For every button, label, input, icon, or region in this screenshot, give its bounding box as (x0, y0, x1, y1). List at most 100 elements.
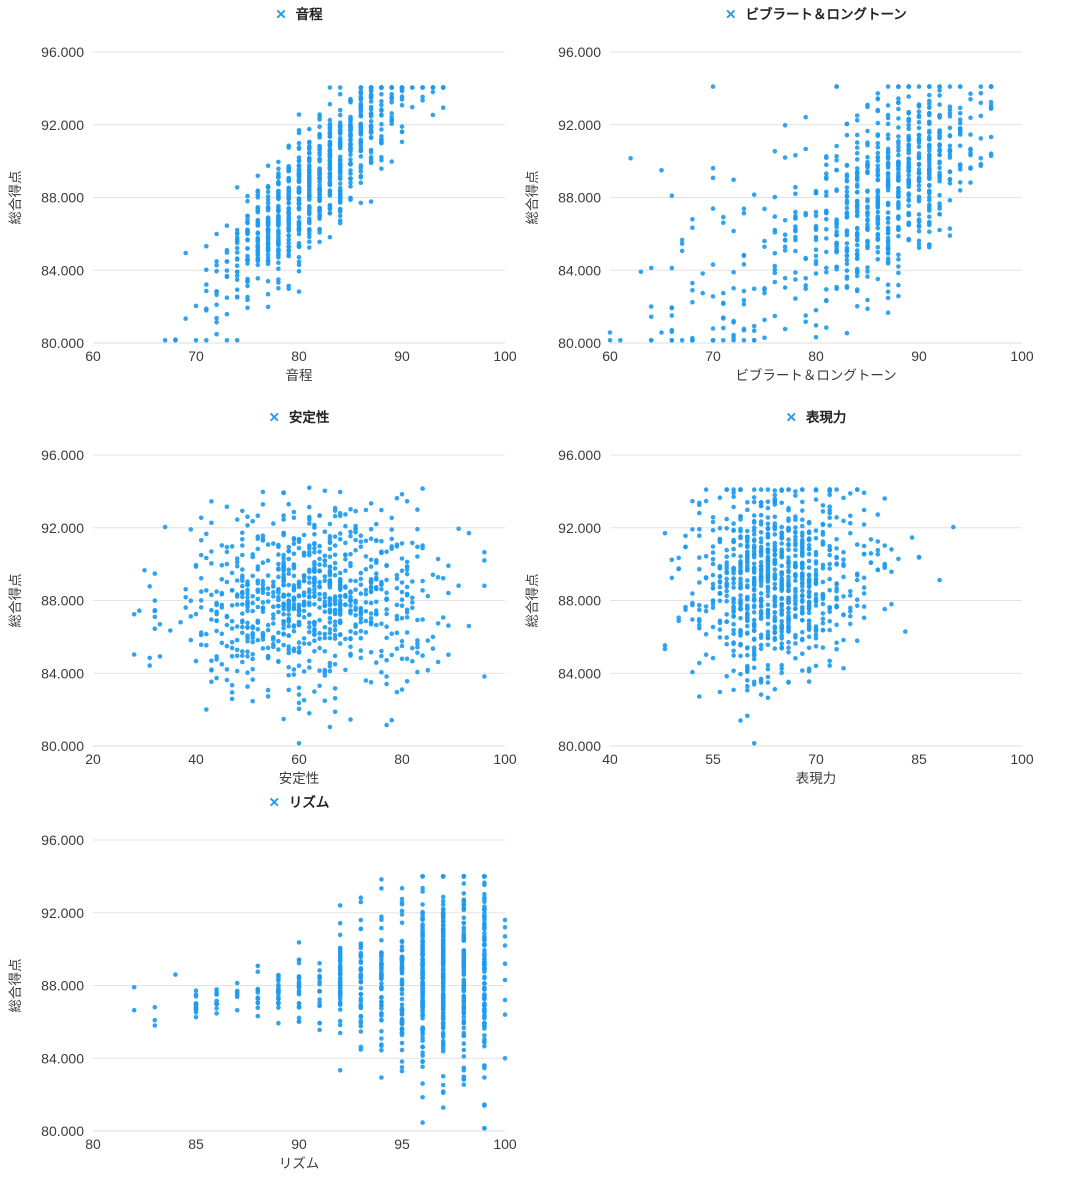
y-tick-label: 96.000 (41, 44, 84, 60)
y-axis-labels: 80.000 84.000 88.000 92.000 96.000 (41, 832, 84, 1139)
y-tick-label: 80.000 (558, 738, 601, 754)
x-tick-label: 85 (188, 1136, 204, 1152)
legend-x-marker-icon: ✕ (269, 410, 280, 425)
y-tick-label: 92.000 (41, 905, 84, 921)
y-tick-label: 96.000 (558, 44, 601, 60)
y-axis-title: 総合得点 (7, 574, 23, 628)
x-tick-label: 55 (705, 751, 721, 767)
y-tick-label: 84.000 (558, 262, 601, 278)
x-axis-labels: 60 70 80 90 100 (602, 348, 1034, 364)
x-tick-label: 70 (808, 751, 824, 767)
y-tick-label: 80.000 (558, 335, 601, 351)
scatter-plot-svg: 80.000 84.000 88.000 92.000 96.000 20 40 60 80 10… (7, 409, 517, 786)
x-tick-label: 80 (808, 348, 824, 364)
x-tick-label: 100 (1010, 348, 1034, 364)
x-tick-label: 95 (394, 1136, 410, 1152)
y-axis-title: 総合得点 (524, 171, 540, 225)
x-tick-label: 40 (188, 751, 204, 767)
chart-stability: 80.000 84.000 88.000 92.000 96.000 20 40 60 80 10… (0, 403, 540, 799)
y-tick-label: 84.000 (41, 262, 84, 278)
y-axis-labels: 80.000 84.000 88.000 92.000 96.000 (41, 447, 84, 754)
scatter-plot-svg: 80.000 84.000 88.000 92.000 96.000 40 55 70 85 10… (524, 409, 1034, 786)
x-axis-title: 音程 (286, 367, 313, 383)
x-tick-label: 90 (291, 1136, 307, 1152)
y-tick-label: 88.000 (41, 593, 84, 609)
x-tick-label: 60 (85, 348, 101, 364)
x-tick-label: 100 (493, 1136, 517, 1152)
legend-label: 安定性 (289, 409, 330, 425)
legend: ✕ 安定性 (269, 409, 330, 425)
x-axis-title: 表現力 (796, 771, 837, 786)
x-axis-title: リズム (279, 1156, 320, 1171)
chart-rhythm: 80.000 84.000 88.000 92.000 96.000 80 85 90 95 10… (0, 788, 540, 1181)
y-tick-label: 92.000 (558, 117, 601, 133)
y-tick-label: 84.000 (41, 665, 84, 681)
x-tick-label: 40 (602, 751, 618, 767)
legend-x-marker-icon: ✕ (269, 795, 280, 810)
y-axis-title: 総合得点 (7, 959, 23, 1013)
x-tick-label: 80 (394, 751, 410, 767)
x-tick-label: 85 (911, 751, 927, 767)
legend-label: ビブラート＆ロングトーン (745, 6, 906, 22)
gridlines (93, 454, 505, 747)
legend: ✕ 音程 (275, 6, 323, 22)
scatter-points (662, 487, 956, 746)
y-tick-label: 92.000 (558, 520, 601, 536)
scatter-plot-svg: 80.000 84.000 88.000 92.000 96.000 60 70 80 90 10… (7, 6, 517, 383)
y-tick-label: 88.000 (558, 593, 601, 609)
scatter-points (131, 485, 487, 746)
x-axis-title: 安定性 (279, 771, 320, 786)
legend-label: 音程 (296, 6, 323, 22)
x-tick-label: 90 (394, 348, 410, 364)
x-axis-labels: 60 70 80 90 100 (85, 348, 517, 364)
scatter-points (607, 84, 994, 343)
x-tick-label: 80 (291, 348, 307, 364)
y-tick-label: 80.000 (41, 1123, 84, 1139)
x-tick-label: 70 (705, 348, 721, 364)
x-axis-labels: 40 55 70 85 100 (602, 751, 1034, 767)
y-tick-label: 96.000 (41, 447, 84, 463)
y-axis-labels: 80.000 84.000 88.000 92.000 96.000 (558, 44, 601, 351)
y-tick-label: 88.000 (41, 978, 84, 994)
y-tick-label: 96.000 (41, 832, 84, 848)
x-tick-label: 90 (911, 348, 927, 364)
y-tick-label: 92.000 (41, 117, 84, 133)
y-tick-label: 88.000 (558, 190, 601, 206)
x-tick-label: 100 (493, 751, 517, 767)
scatter-plot-svg: 80.000 84.000 88.000 92.000 96.000 80 85 90 95 10… (7, 794, 517, 1171)
x-axis-labels: 20 40 60 80 100 (85, 751, 517, 767)
y-axis-title: 総合得点 (524, 574, 540, 628)
y-tick-label: 84.000 (558, 665, 601, 681)
scatter-points (131, 874, 508, 1131)
legend-x-marker-icon: ✕ (786, 410, 797, 425)
chart-vibrato-longtone: 80.000 84.000 88.000 92.000 96.000 60 70 80 90 10… (517, 0, 1057, 396)
gridlines (610, 51, 1022, 344)
y-axis-labels: 80.000 84.000 88.000 92.000 96.000 (41, 44, 84, 351)
x-tick-label: 20 (85, 751, 101, 767)
y-tick-label: 92.000 (41, 520, 84, 536)
legend-label: 表現力 (806, 409, 847, 425)
legend: ✕ リズム (269, 794, 330, 810)
scatter-plot-svg: 80.000 84.000 88.000 92.000 96.000 60 70 80 90 10… (524, 6, 1034, 383)
legend-label: リズム (289, 794, 330, 810)
legend: ✕ 表現力 (786, 409, 847, 425)
x-tick-label: 60 (602, 348, 618, 364)
legend-x-marker-icon: ✕ (725, 7, 736, 22)
y-axis-labels: 80.000 84.000 88.000 92.000 96.000 (558, 447, 601, 754)
x-tick-label: 70 (188, 348, 204, 364)
x-tick-label: 100 (493, 348, 517, 364)
y-tick-label: 96.000 (558, 447, 601, 463)
x-axis-labels: 80 85 90 95 100 (85, 1136, 517, 1152)
y-tick-label: 88.000 (41, 190, 84, 206)
y-tick-label: 80.000 (41, 738, 84, 754)
x-tick-label: 60 (291, 751, 307, 767)
y-axis-title: 総合得点 (7, 171, 23, 225)
chart-pitch: 80.000 84.000 88.000 92.000 96.000 60 70 80 90 10… (0, 0, 540, 396)
x-tick-label: 80 (85, 1136, 101, 1152)
scatter-points (162, 85, 446, 343)
x-tick-label: 100 (1010, 751, 1034, 767)
y-tick-label: 80.000 (41, 335, 84, 351)
legend: ✕ ビブラート＆ロングトーン (725, 6, 907, 22)
chart-expressiveness: 80.000 84.000 88.000 92.000 96.000 40 55 70 85 10… (517, 403, 1057, 799)
